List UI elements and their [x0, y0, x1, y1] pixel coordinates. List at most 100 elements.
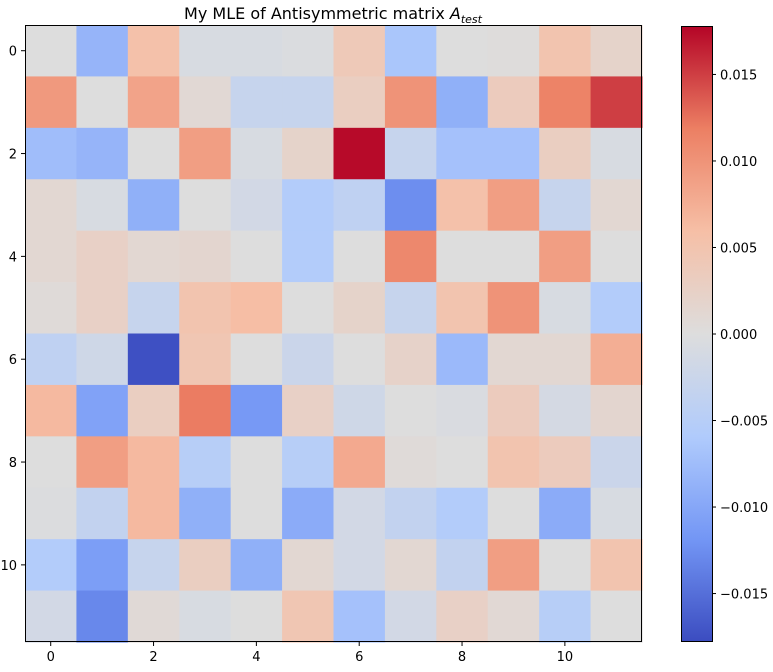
heatmap-cell	[590, 127, 643, 180]
heatmap-cell	[539, 25, 592, 78]
heatmap-cell	[25, 333, 78, 386]
heatmap-cell	[539, 76, 592, 129]
heatmap-cell	[76, 436, 129, 489]
colorbar-tick-label: 0.010	[720, 155, 757, 170]
heatmap-cell	[179, 127, 232, 180]
heatmap-cell	[127, 539, 180, 592]
heatmap-cell	[127, 590, 180, 643]
heatmap-cell	[282, 230, 335, 283]
heatmap-cell	[230, 333, 283, 386]
heatmap-cell	[179, 333, 232, 386]
heatmap-cell	[76, 333, 129, 386]
heatmap-cell	[487, 127, 540, 180]
heatmap-cell	[590, 76, 643, 129]
heatmap-cell	[539, 436, 592, 489]
heatmap-cell	[282, 590, 335, 643]
heatmap-cell	[179, 25, 232, 78]
heatmap-cell	[590, 487, 643, 540]
x-tick-label: 10	[557, 650, 574, 665]
heatmap-cell	[76, 76, 129, 129]
heatmap-cell	[384, 539, 437, 592]
x-tick-label: 0	[47, 650, 55, 665]
heatmap-cell	[282, 539, 335, 592]
heatmap-cell	[25, 487, 78, 540]
heatmap-cell	[25, 25, 78, 78]
heatmap-cell	[590, 590, 643, 643]
heatmap-cell	[179, 487, 232, 540]
heatmap-cell	[76, 25, 129, 78]
heatmap-cell	[127, 179, 180, 232]
heatmap-cell	[25, 384, 78, 437]
heatmap-cell	[539, 487, 592, 540]
colorbar-gradient	[681, 26, 712, 642]
heatmap-cell	[590, 539, 643, 592]
heatmap-cell	[384, 590, 437, 643]
heatmap-cell	[384, 76, 437, 129]
colorbar-tick-label: −0.010	[720, 501, 768, 516]
heatmap-cell	[539, 333, 592, 386]
heatmap-cell	[127, 127, 180, 180]
heatmap-cell	[25, 539, 78, 592]
heatmap-cell	[333, 333, 386, 386]
y-tick-label: 8	[9, 456, 17, 471]
y-axis: 0 2 4 6 8 10	[0, 45, 25, 574]
chart-title-text: My MLE of Antisymmetric matrix	[184, 4, 450, 23]
heatmap-cell	[436, 282, 489, 335]
colorbar-tick-label: 0.005	[720, 241, 757, 256]
heatmap-cell	[436, 487, 489, 540]
chart-title-subscript: test	[461, 13, 483, 26]
heatmap-cell	[127, 282, 180, 335]
heatmap-cell	[333, 436, 386, 489]
heatmap-cell	[487, 282, 540, 335]
heatmap-cell	[76, 384, 129, 437]
heatmap-cell	[384, 230, 437, 283]
colorbar-tick-label: 0.000	[720, 328, 757, 343]
heatmap-cell	[230, 539, 283, 592]
y-tick-label: 2	[9, 148, 17, 163]
heatmap-cell	[76, 539, 129, 592]
heatmap-cell	[539, 590, 592, 643]
heatmap-cell	[333, 539, 386, 592]
heatmap-cell	[436, 127, 489, 180]
heatmap-cell	[25, 127, 78, 180]
x-tick-label: 6	[355, 650, 363, 665]
heatmap-cell	[590, 333, 643, 386]
heatmap-cell	[436, 539, 489, 592]
x-tick-label: 2	[149, 650, 157, 665]
y-tick-label: 6	[9, 353, 17, 368]
heatmap-cell	[282, 436, 335, 489]
colorbar-tick-label: −0.005	[720, 415, 768, 430]
heatmap-cell	[25, 436, 78, 489]
heatmap-cell	[384, 25, 437, 78]
heatmap-cell	[179, 590, 232, 643]
heatmap-cell	[487, 230, 540, 283]
heatmap-cell	[590, 436, 643, 489]
heatmap-cell	[384, 333, 437, 386]
heatmap-cell	[76, 230, 129, 283]
heatmap-cell	[230, 127, 283, 180]
heatmap-cell	[487, 436, 540, 489]
colorbar-tick-label: −0.015	[720, 588, 768, 603]
heatmap-cells	[25, 25, 643, 643]
chart-title: My MLE of Antisymmetric matrix Atest	[184, 4, 483, 26]
colorbar-axis: −0.015 −0.010 −0.005 0.000 0.005 0.010 0.015	[712, 68, 768, 603]
heatmap-cell	[76, 487, 129, 540]
heatmap-cell	[282, 76, 335, 129]
heatmap-cell	[384, 179, 437, 232]
heatmap-cell	[487, 25, 540, 78]
heatmap-cell	[436, 230, 489, 283]
y-tick-label: 4	[9, 250, 17, 265]
colorbar-tick-label: 0.015	[720, 68, 757, 83]
heatmap-cell	[436, 590, 489, 643]
heatmap-cell	[333, 76, 386, 129]
heatmap-cell	[487, 487, 540, 540]
heatmap-cell	[539, 230, 592, 283]
heatmap-cell	[230, 179, 283, 232]
heatmap-cell	[333, 179, 386, 232]
heatmap-cell	[384, 384, 437, 437]
heatmap-cell	[25, 282, 78, 335]
heatmap-cell	[179, 76, 232, 129]
heatmap-cell	[25, 179, 78, 232]
heatmap-cell	[333, 384, 386, 437]
heatmap-cell	[127, 384, 180, 437]
